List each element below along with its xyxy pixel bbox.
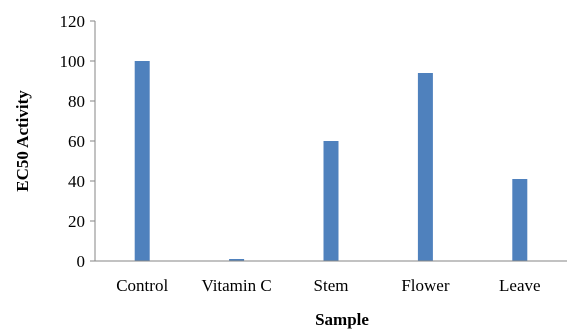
- x-tick-label: Vitamin C: [201, 276, 271, 295]
- x-tick-label: Control: [116, 276, 168, 295]
- bars: [134, 61, 528, 261]
- x-axis: Control Vitamin C Stem Flower Leave: [95, 260, 567, 295]
- bar-vitamin-c: [229, 259, 245, 261]
- bar-flower: [417, 73, 433, 261]
- y-tick-label: 0: [77, 252, 86, 271]
- x-tick-label: Stem: [314, 276, 349, 295]
- y-tick-label: 20: [68, 212, 85, 231]
- x-tick-label: Flower: [401, 276, 450, 295]
- bar-stem: [323, 141, 339, 261]
- y-tick-label: 120: [60, 12, 86, 31]
- y-tick-label: 100: [60, 52, 86, 71]
- bar-leave: [512, 179, 528, 261]
- x-tick-label: Leave: [499, 276, 541, 295]
- y-tick-label: 80: [68, 92, 85, 111]
- y-axis: 0 20 40 60 80 100 120: [60, 12, 96, 271]
- y-axis-title: EC50 Activity: [13, 90, 32, 192]
- y-tick-label: 40: [68, 172, 85, 191]
- bar-control: [134, 61, 150, 261]
- x-axis-title: Sample: [315, 310, 369, 329]
- y-tick-label: 60: [68, 132, 85, 151]
